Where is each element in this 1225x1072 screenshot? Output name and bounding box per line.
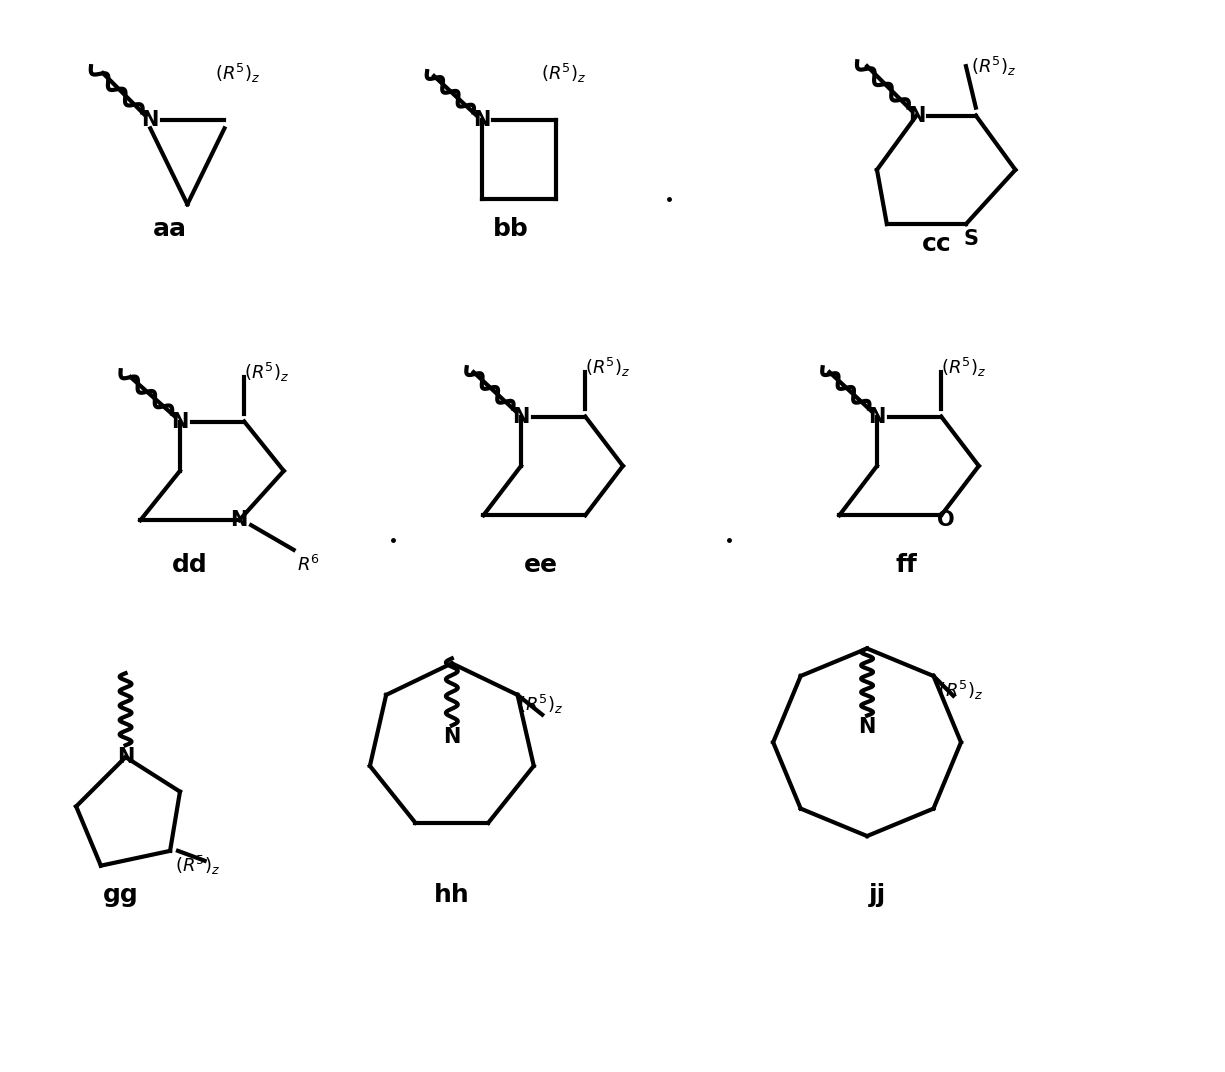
Text: N: N [512, 406, 529, 427]
Text: $(R^5)_z$: $(R^5)_z$ [971, 55, 1017, 77]
Text: N: N [172, 412, 189, 432]
Text: bb: bb [494, 217, 529, 241]
Text: ff: ff [895, 553, 918, 577]
Text: N: N [230, 510, 247, 531]
Text: N: N [443, 728, 461, 747]
Text: $(R^5)_z$: $(R^5)_z$ [941, 356, 986, 378]
Text: gg: gg [103, 883, 138, 907]
Text: $R^6$: $R^6$ [296, 554, 320, 575]
Text: O: O [937, 510, 956, 531]
Text: N: N [859, 717, 876, 738]
Text: N: N [869, 406, 886, 427]
Text: N: N [116, 747, 135, 768]
Text: cc: cc [921, 232, 951, 256]
Text: $(R^5)_z$: $(R^5)_z$ [175, 854, 220, 877]
Text: N: N [908, 105, 925, 125]
Text: $(R^5)_z$: $(R^5)_z$ [244, 360, 289, 384]
Text: $(R^5)_z$: $(R^5)_z$ [938, 680, 984, 702]
Text: $(R^5)_z$: $(R^5)_z$ [214, 61, 260, 85]
Text: N: N [142, 110, 159, 131]
Text: ee: ee [524, 553, 557, 577]
Text: dd: dd [172, 553, 208, 577]
Text: $(R^5)_z$: $(R^5)_z$ [517, 694, 562, 716]
Text: hh: hh [434, 883, 469, 907]
Text: jj: jj [869, 883, 886, 907]
Text: aa: aa [153, 217, 187, 241]
Text: S: S [963, 229, 979, 249]
Text: N: N [473, 110, 490, 131]
Text: $(R^5)_z$: $(R^5)_z$ [586, 356, 631, 378]
Text: $(R^5)_z$: $(R^5)_z$ [540, 61, 586, 85]
